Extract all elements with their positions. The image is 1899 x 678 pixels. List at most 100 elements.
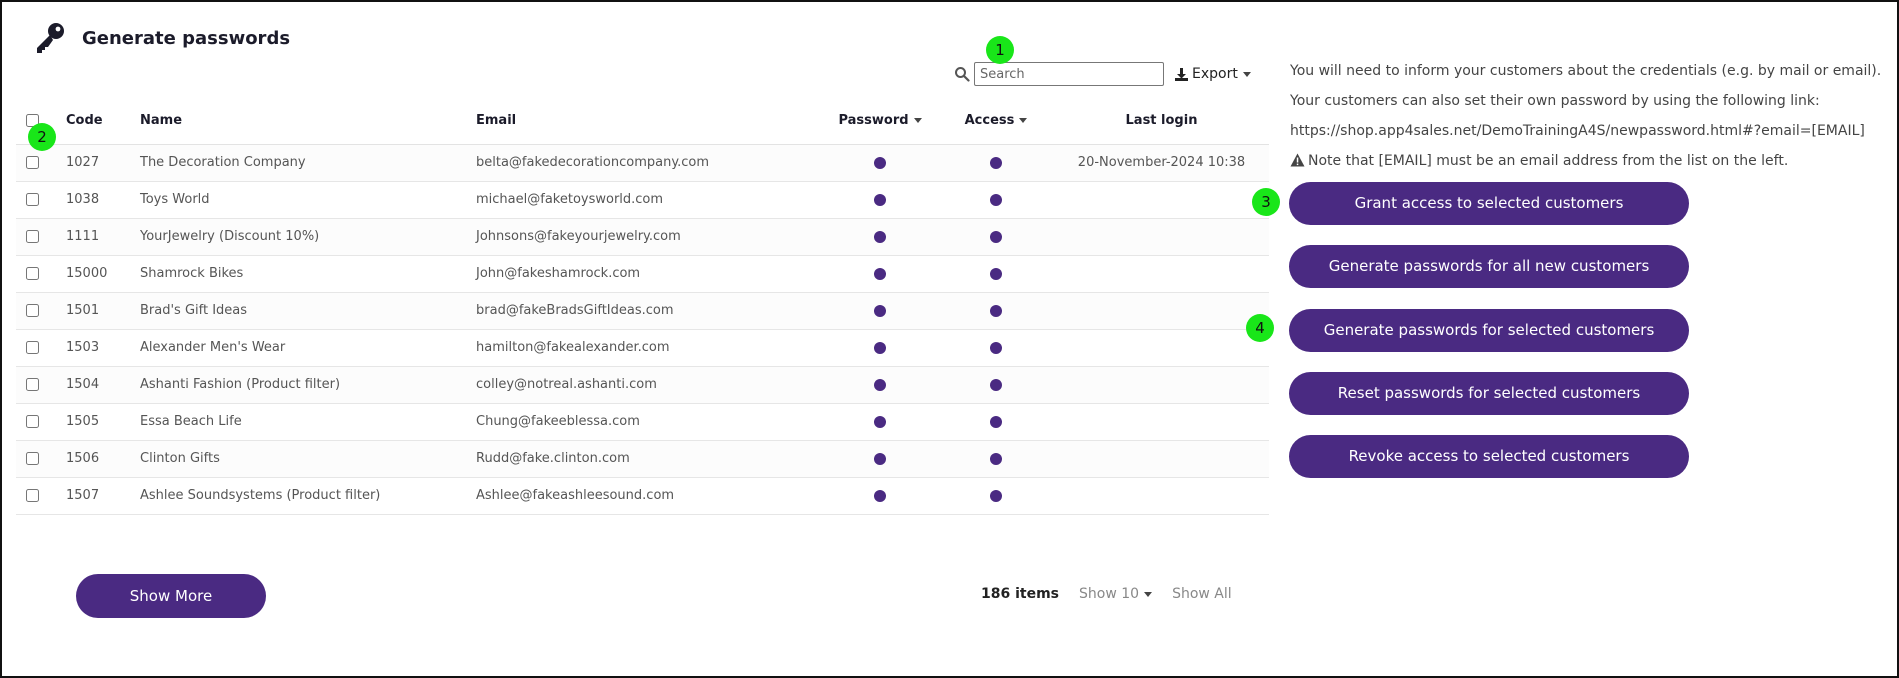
- password-status-dot: [874, 452, 886, 465]
- access-status-dot: [990, 378, 1002, 391]
- password-status-dot: [874, 341, 886, 354]
- access-status-dot: [990, 193, 1002, 206]
- cell-name: Shamrock Bikes: [140, 255, 476, 293]
- callout-badge: 1: [986, 36, 1014, 64]
- column-header-password[interactable]: Password: [822, 98, 938, 145]
- page-size-dropdown[interactable]: Show 10: [1079, 586, 1153, 602]
- download-icon: [1175, 67, 1188, 81]
- access-header-label: Access: [964, 113, 1015, 129]
- password-link: https://shop.app4sales.net/DemoTrainingA…: [1290, 123, 1865, 139]
- chevron-down-icon: [913, 118, 922, 124]
- row-checkbox[interactable]: [26, 230, 39, 243]
- show-more-button[interactable]: Show More: [76, 574, 266, 618]
- callout-badge: 3: [1252, 188, 1280, 216]
- cell-name: Clinton Gifts: [140, 440, 476, 478]
- table-row[interactable]: 1506 Clinton Gifts Rudd@fake.clinton.com: [16, 440, 1269, 478]
- cell-code: 15000: [66, 255, 140, 293]
- callout-badge: 2: [28, 123, 56, 151]
- revoke-access-button[interactable]: Revoke access to selected customers: [1289, 435, 1689, 478]
- cell-code: 1505: [66, 403, 140, 441]
- export-button[interactable]: Export: [1174, 66, 1251, 82]
- column-header-email: Email: [476, 98, 822, 145]
- password-status-dot: [874, 156, 886, 169]
- table-row[interactable]: 1503 Alexander Men's Wear hamilton@fakea…: [16, 329, 1269, 367]
- password-status-dot: [874, 489, 886, 502]
- warning-icon: [1290, 153, 1305, 167]
- cell-email: Chung@fakeeblessa.com: [476, 403, 822, 441]
- row-checkbox[interactable]: [26, 267, 39, 280]
- page-header: Generate passwords: [32, 18, 290, 58]
- access-status-dot: [990, 452, 1002, 465]
- callout-badge: 4: [1246, 314, 1274, 342]
- row-checkbox[interactable]: [26, 304, 39, 317]
- cell-name: Alexander Men's Wear: [140, 329, 476, 367]
- cell-email: hamilton@fakealexander.com: [476, 329, 822, 367]
- chevron-down-icon: [1144, 591, 1153, 597]
- table-row[interactable]: 1507 Ashlee Soundsystems (Product filter…: [16, 477, 1269, 515]
- row-checkbox[interactable]: [26, 156, 39, 169]
- row-checkbox[interactable]: [26, 415, 39, 428]
- info-line: Your customers can also set their own pa…: [1290, 93, 1820, 109]
- cell-code: 1504: [66, 366, 140, 404]
- row-checkbox[interactable]: [26, 489, 39, 502]
- search-icon: [955, 67, 970, 82]
- password-status-dot: [874, 415, 886, 428]
- reset-passwords-button[interactable]: Reset passwords for selected customers: [1289, 372, 1689, 415]
- table-row[interactable]: 1501 Brad's Gift Ideas brad@fakeBradsGif…: [16, 292, 1269, 330]
- cell-name: Ashanti Fashion (Product filter): [140, 366, 476, 404]
- generate-selected-passwords-button[interactable]: Generate passwords for selected customer…: [1289, 309, 1689, 352]
- row-checkbox[interactable]: [26, 452, 39, 465]
- cell-name: The Decoration Company: [140, 144, 476, 182]
- cell-last-login: [1054, 218, 1269, 256]
- cell-code: 1503: [66, 329, 140, 367]
- cell-name: Essa Beach Life: [140, 403, 476, 441]
- cell-code: 1501: [66, 292, 140, 330]
- generate-all-passwords-button[interactable]: Generate passwords for all new customers: [1289, 245, 1689, 288]
- cell-last-login: [1054, 366, 1269, 404]
- password-status-dot: [874, 193, 886, 206]
- cell-code: 1038: [66, 181, 140, 219]
- table-toolbar: Export: [954, 61, 1251, 87]
- column-header-last-login: Last login: [1054, 98, 1269, 145]
- cell-name: Toys World: [140, 181, 476, 219]
- cell-email: belta@fakedecorationcompany.com: [476, 144, 822, 182]
- customer-table: Code Name Email Password Access Last log…: [16, 98, 1269, 515]
- table-row[interactable]: 1111 YourJewelry (Discount 10%) Johnsons…: [16, 218, 1269, 256]
- password-status-dot: [874, 267, 886, 280]
- password-status-dot: [874, 378, 886, 391]
- table-row[interactable]: 1504 Ashanti Fashion (Product filter) co…: [16, 366, 1269, 404]
- item-count: 186 items: [981, 586, 1060, 602]
- key-icon: [37, 23, 64, 53]
- table-row[interactable]: 1505 Essa Beach Life Chung@fakeeblessa.c…: [16, 403, 1269, 441]
- show-all-link[interactable]: Show All: [1172, 586, 1232, 602]
- row-checkbox[interactable]: [26, 193, 39, 206]
- column-header-access[interactable]: Access: [938, 98, 1054, 145]
- grant-access-button[interactable]: Grant access to selected customers: [1289, 182, 1689, 225]
- page-size-label: Show 10: [1079, 586, 1140, 602]
- row-checkbox[interactable]: [26, 341, 39, 354]
- cell-email: Ashlee@fakeashleesound.com: [476, 477, 822, 515]
- cell-email: michael@faketoysworld.com: [476, 181, 822, 219]
- table-row[interactable]: 1027 The Decoration Company belta@fakede…: [16, 144, 1269, 182]
- table-row[interactable]: 1038 Toys World michael@faketoysworld.co…: [16, 181, 1269, 219]
- table-row[interactable]: 15000 Shamrock Bikes John@fakeshamrock.c…: [16, 255, 1269, 293]
- cell-name: Ashlee Soundsystems (Product filter): [140, 477, 476, 515]
- cell-last-login: [1054, 477, 1269, 515]
- cell-last-login: 20-November-2024 10:38: [1054, 144, 1269, 182]
- info-note: Note that [EMAIL] must be an email addre…: [1290, 153, 1788, 169]
- cell-email: John@fakeshamrock.com: [476, 255, 822, 293]
- access-status-dot: [990, 304, 1002, 317]
- info-line: You will need to inform your customers a…: [1290, 63, 1882, 79]
- cell-code: 1027: [66, 144, 140, 182]
- access-status-dot: [990, 341, 1002, 354]
- cell-email: Johnsons@fakeyourjewelry.com: [476, 218, 822, 256]
- chevron-down-icon: [1019, 118, 1028, 124]
- cell-code: 1506: [66, 440, 140, 478]
- table-header-row: Code Name Email Password Access Last log…: [16, 98, 1269, 145]
- cell-code: 1111: [66, 218, 140, 256]
- cell-last-login: [1054, 181, 1269, 219]
- search-input[interactable]: [974, 62, 1164, 86]
- password-status-dot: [874, 230, 886, 243]
- row-checkbox[interactable]: [26, 378, 39, 391]
